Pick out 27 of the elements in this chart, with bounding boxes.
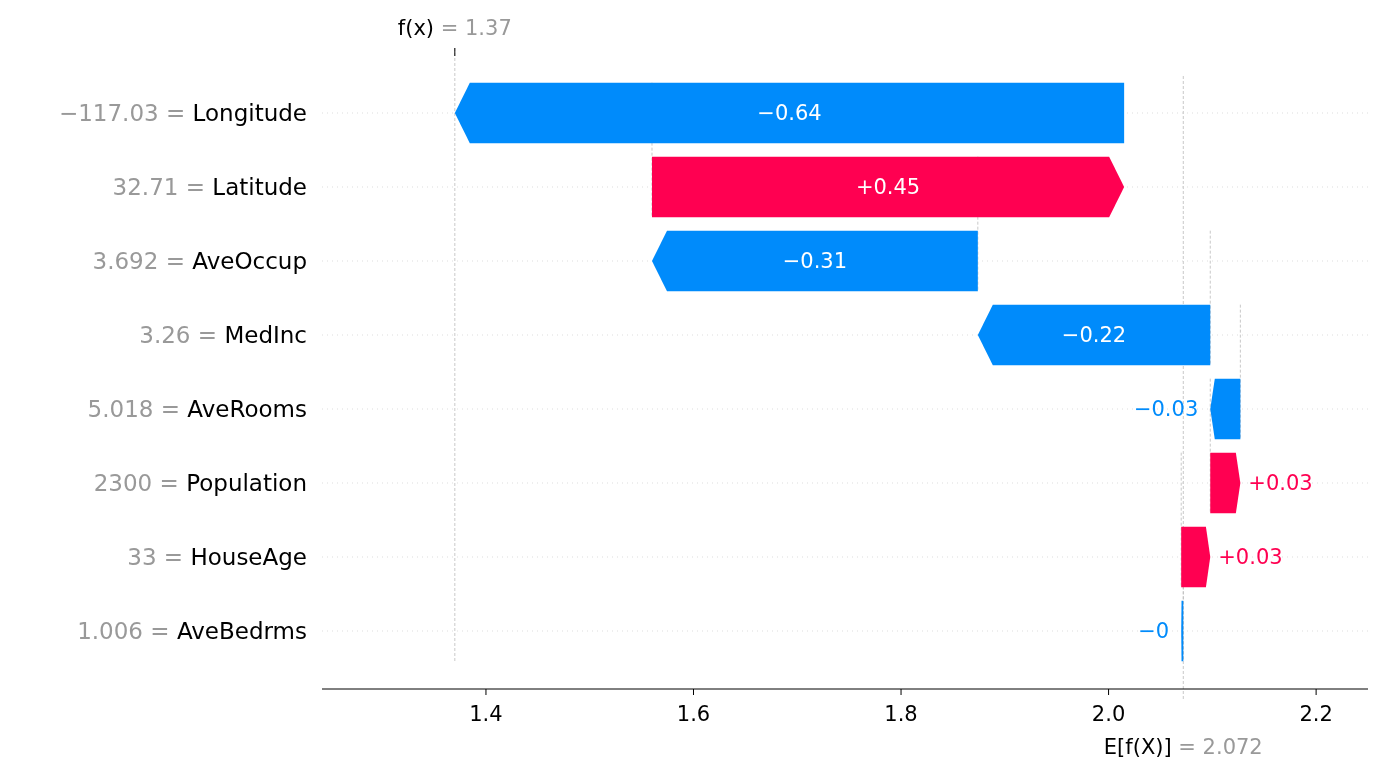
data-label: −0 [1138,619,1170,644]
y-tick-label: 1.006 = AveBedrms [77,618,307,645]
bar [651,156,1125,218]
x-tick-label: 2.2 [1299,702,1333,726]
ref-line-label: f(x) = 1.37 [397,16,512,40]
bar [651,230,978,292]
data-label: +0.03 [1248,471,1313,496]
x-tick-label: 2.0 [1091,702,1126,726]
data-label: +0.03 [1218,545,1283,570]
data-label: −0.31 [782,249,848,274]
x-tick-label: 1.6 [676,702,711,726]
y-tick-label: 3.692 = AveOccup [92,248,307,275]
y-tick-label: 3.26 = MedInc [139,322,307,349]
bar [454,82,1125,144]
x-tick-label: 1.4 [469,702,503,726]
data-label: −0.22 [1061,323,1127,348]
x-tick-label: 1.8 [884,702,918,726]
y-tick-label: 5.018 = AveRooms [87,396,307,423]
y-tick-label: −117.03 = Longitude [58,100,307,127]
bar [977,304,1211,366]
ref-line-label: E[f(X)] = 2.072 [1103,735,1263,759]
data-label: −0.03 [1133,397,1199,422]
y-tick-label: 32.71 = Latitude [112,174,307,201]
data-label: +0.45 [855,175,921,200]
y-tick-label: 33 = HouseAge [127,544,307,571]
y-tick-label: 2300 = Population [93,470,307,497]
data-label: −0.64 [757,101,822,126]
